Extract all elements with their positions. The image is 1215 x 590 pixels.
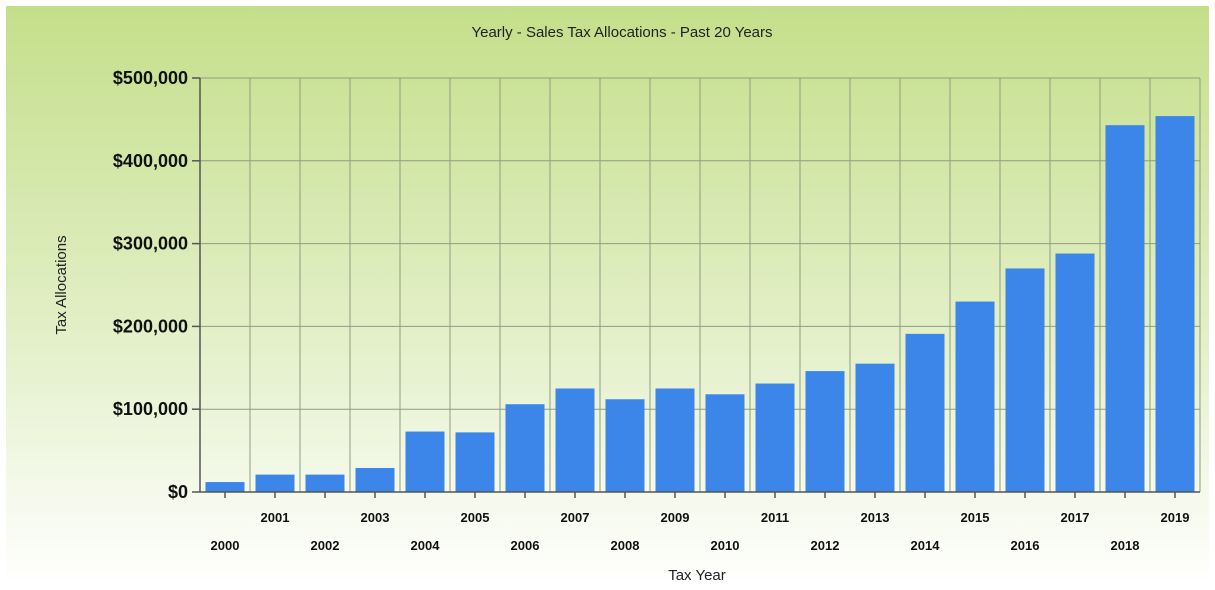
x-axis-label: Tax Year [668,567,726,584]
y-tick-label: $300,000 [113,234,188,254]
x-tick-label: 2001 [261,510,290,525]
bar-2014 [905,333,945,492]
x-tick-label: 2019 [1161,510,1190,525]
bar-2001 [255,474,295,492]
x-tick-label: 2015 [961,510,990,525]
x-tick-labels: 2000 2001 2002 2003 2004 2005 2006 2007 2008 2009… [211,510,1190,553]
y-tick-labels: $0 $100,000 $200,000 $300,000 $400,000 $500,0… [113,68,188,502]
bar-2007 [555,388,595,492]
bar-2006 [505,404,545,492]
axes [192,77,1200,498]
x-tick-label: 2004 [411,538,441,553]
x-tick-label: 2016 [1011,538,1040,553]
bar-2009 [655,388,695,492]
x-tick-label: 2007 [561,510,590,525]
bar-2000 [205,482,245,492]
x-tick-label: 2011 [761,510,789,525]
x-tick-label: 2009 [661,510,690,525]
bars [205,116,1195,493]
y-tick-label: $400,000 [113,151,188,171]
y-tick-label: $0 [168,482,188,502]
x-tick-label: 2014 [911,538,941,553]
x-tick-label: 2012 [811,538,840,553]
y-tick-label: $200,000 [113,316,188,336]
bar-2003 [355,467,395,492]
grid-lines [199,77,1201,493]
bar-2012 [805,371,845,492]
x-tick-label: 2003 [361,510,390,525]
x-tick-label: 2002 [311,538,340,553]
bar-2019 [1155,116,1195,492]
bar-2004 [405,431,445,492]
x-tick-label: 2000 [211,538,240,553]
chart-title: Yearly - Sales Tax Allocations - Past 20… [471,24,772,41]
bar-2010 [705,394,745,492]
x-tick-label: 2017 [1061,510,1090,525]
y-axis-label: Tax Allocations [53,235,70,334]
bar-2018 [1105,125,1145,493]
bar-2015 [955,301,995,492]
bar-2013 [855,363,895,492]
x-tick-label: 2010 [711,538,740,553]
bar-2008 [605,399,645,492]
x-tick-label: 2006 [511,538,540,553]
bar-2005 [455,432,495,492]
y-tick-label: $100,000 [113,399,188,419]
bar-2011 [755,383,795,492]
y-tick-label: $500,000 [113,68,188,88]
x-tick-label: 2018 [1111,538,1140,553]
bar-2002 [305,474,345,492]
x-tick-label: 2013 [861,510,890,525]
bar-2017 [1055,253,1095,492]
bar-2016 [1005,268,1045,492]
x-tick-label: 2008 [611,538,640,553]
x-tick-label: 2005 [461,510,490,525]
